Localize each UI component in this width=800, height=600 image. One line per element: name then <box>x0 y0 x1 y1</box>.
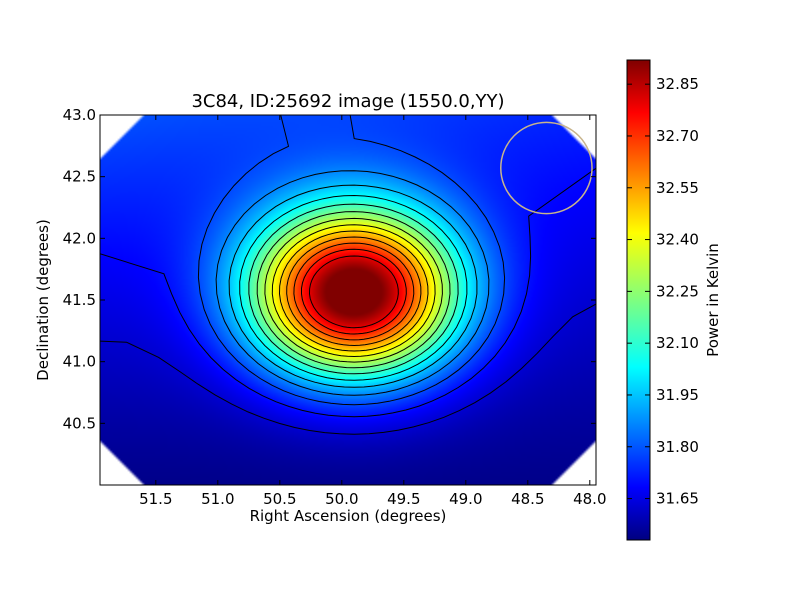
contour-line <box>308 255 399 329</box>
y-tick-label: 42.0 <box>63 229 96 247</box>
contour-line <box>100 303 596 435</box>
x-tick-label: 50.5 <box>263 490 296 508</box>
contour-line <box>197 115 506 406</box>
y-tick-label: 41.0 <box>63 353 96 371</box>
contour-line <box>293 242 415 341</box>
x-tick-label: 49.5 <box>387 490 420 508</box>
y-tick-label: 42.5 <box>63 168 96 186</box>
x-tick-label: 48.5 <box>511 490 544 508</box>
y-axis-label: Declination (degrees) <box>34 219 52 381</box>
contour-line <box>239 194 468 381</box>
colorbar-tick-label: 32.10 <box>656 334 699 352</box>
colorbar-label: Power in Kelvin <box>704 243 722 357</box>
x-tick-label: 51.5 <box>139 490 172 508</box>
colorbar-tick-label: 32.55 <box>656 179 699 197</box>
contour-line <box>264 217 443 363</box>
plot-area <box>99 114 597 486</box>
contour-line <box>301 248 407 335</box>
x-tick-label: 50.0 <box>325 490 358 508</box>
chart-title: 3C84, ID:25692 image (1550.0,YY) <box>191 91 504 112</box>
x-tick-label: 48.0 <box>573 490 606 508</box>
x-axis: 51.5 51.0 50.5 50.0 49.5 49.0 48.5 48.0 <box>139 115 607 508</box>
contour-line <box>271 224 436 358</box>
contour-lines <box>100 115 596 435</box>
colorbar-tick-label: 32.70 <box>656 127 699 145</box>
beam-circle <box>500 121 593 215</box>
colorbar-tick-label: 31.80 <box>656 438 699 456</box>
y-tick-label: 43.0 <box>63 106 96 124</box>
colorbar-tick-label: 32.40 <box>656 231 699 249</box>
colorbar-gradient <box>626 59 651 541</box>
colorbar-tick-label: 32.25 <box>656 282 699 300</box>
colorbar-tick-label: 31.95 <box>656 386 699 404</box>
x-tick-label: 51.0 <box>201 490 234 508</box>
y-tick-label: 40.5 <box>63 414 96 432</box>
colorbar-ticks: 31.65 31.80 31.95 32.10 32.25 32.40 32.55 32.70… <box>627 75 699 508</box>
contour-line <box>228 184 478 388</box>
x-axis-label: Right Ascension (degrees) <box>250 507 447 525</box>
heatmap-image <box>100 115 596 485</box>
contour-line <box>100 167 596 418</box>
colorbar-tick-label: 31.65 <box>656 490 699 508</box>
x-tick-label: 49.0 <box>449 490 482 508</box>
colorbar-tick-label: 32.85 <box>656 75 699 93</box>
y-tick-label: 41.5 <box>63 291 96 309</box>
contour-line <box>278 230 429 352</box>
colorbar: 31.65 31.80 31.95 32.10 32.25 32.40 32.55 32.70… <box>626 59 722 541</box>
contour-line <box>215 170 490 396</box>
contour-line <box>256 211 451 369</box>
y-axis: 40.5 41.0 41.5 42.0 42.5 43.0 <box>63 106 596 432</box>
contour-line <box>248 203 459 375</box>
contour-line <box>286 236 422 347</box>
